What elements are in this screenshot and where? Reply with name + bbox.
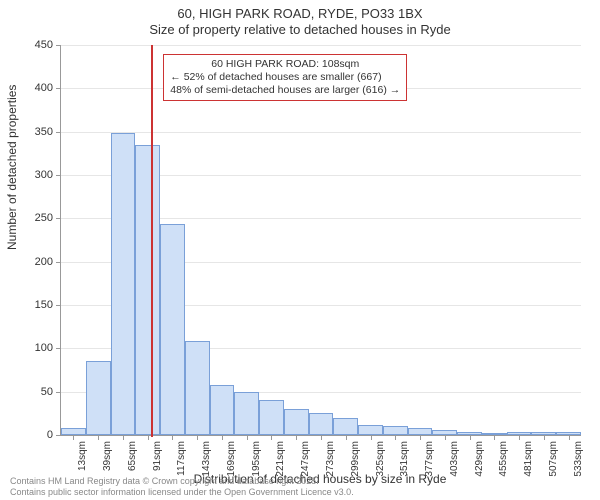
y-tick-label: 400 <box>35 82 53 94</box>
x-tick <box>445 435 446 440</box>
chart-container: 60, HIGH PARK ROAD, RYDE, PO33 1BX Size … <box>0 0 600 500</box>
histogram-bar <box>86 361 111 435</box>
y-tick <box>56 435 61 436</box>
y-tick <box>56 262 61 263</box>
y-tick-label: 100 <box>35 342 53 354</box>
y-tick <box>56 218 61 219</box>
y-tick <box>56 45 61 46</box>
x-tick-label: 39sqm <box>102 441 113 471</box>
x-tick <box>470 435 471 440</box>
x-tick <box>123 435 124 440</box>
y-tick-label: 200 <box>35 256 53 268</box>
histogram-bar <box>61 428 86 435</box>
x-tick <box>296 435 297 440</box>
x-tick <box>197 435 198 440</box>
x-tick <box>519 435 520 440</box>
x-tick <box>494 435 495 440</box>
chart-title-line1: 60, HIGH PARK ROAD, RYDE, PO33 1BX <box>0 6 600 21</box>
x-tick <box>321 435 322 440</box>
x-tick <box>247 435 248 440</box>
x-tick-label: 117sqm <box>176 441 187 476</box>
x-tick <box>569 435 570 440</box>
plot-area: 05010015020025030035040045013sqm39sqm65s… <box>60 45 581 436</box>
y-tick <box>56 88 61 89</box>
histogram-bar <box>234 392 259 435</box>
x-tick <box>544 435 545 440</box>
x-tick-label: 65sqm <box>127 441 138 471</box>
x-tick <box>346 435 347 440</box>
y-tick <box>56 305 61 306</box>
y-axis-title: Number of detached properties <box>5 85 19 250</box>
histogram-bar <box>408 428 433 435</box>
histogram-bar <box>135 145 160 435</box>
x-tick <box>395 435 396 440</box>
x-tick-label: 91sqm <box>152 441 163 471</box>
x-tick <box>271 435 272 440</box>
histogram-bar <box>284 409 309 435</box>
y-tick <box>56 132 61 133</box>
y-tick-label: 250 <box>35 212 53 224</box>
y-tick <box>56 175 61 176</box>
y-tick-label: 150 <box>35 299 53 311</box>
histogram-bar <box>333 418 358 435</box>
y-tick-label: 50 <box>41 386 53 398</box>
chart-title-line2: Size of property relative to detached ho… <box>0 22 600 37</box>
x-tick <box>148 435 149 440</box>
histogram-bar <box>210 385 235 435</box>
x-tick <box>98 435 99 440</box>
footer-attribution: Contains HM Land Registry data © Crown c… <box>10 476 590 498</box>
y-tick-label: 350 <box>35 126 53 138</box>
y-tick-label: 300 <box>35 169 53 181</box>
x-tick <box>371 435 372 440</box>
x-tick-label: 13sqm <box>77 441 88 471</box>
x-tick <box>172 435 173 440</box>
y-tick <box>56 392 61 393</box>
footer-line1: Contains HM Land Registry data © Crown c… <box>10 476 590 487</box>
x-tick <box>73 435 74 440</box>
y-tick-label: 0 <box>47 429 53 441</box>
histogram-bar <box>309 413 334 435</box>
histogram-bar <box>383 426 408 435</box>
histogram-bar <box>259 400 284 435</box>
histogram-bar <box>111 133 136 435</box>
y-tick-label: 450 <box>35 39 53 51</box>
gridline <box>61 45 581 46</box>
footer-line2: Contains public sector information licen… <box>10 487 590 498</box>
histogram-bar <box>358 425 383 435</box>
x-tick <box>222 435 223 440</box>
annotation-line: 48% of semi-detached houses are larger (… <box>170 84 400 97</box>
annotation-line: 60 HIGH PARK ROAD: 108sqm <box>170 58 400 71</box>
annotation-line: ← 52% of detached houses are smaller (66… <box>170 71 400 84</box>
x-tick <box>420 435 421 440</box>
histogram-bar <box>185 341 210 435</box>
gridline <box>61 132 581 133</box>
annotation-box: 60 HIGH PARK ROAD: 108sqm← 52% of detach… <box>163 54 407 101</box>
histogram-bar <box>160 224 185 435</box>
property-marker-line <box>151 45 153 437</box>
y-tick <box>56 348 61 349</box>
